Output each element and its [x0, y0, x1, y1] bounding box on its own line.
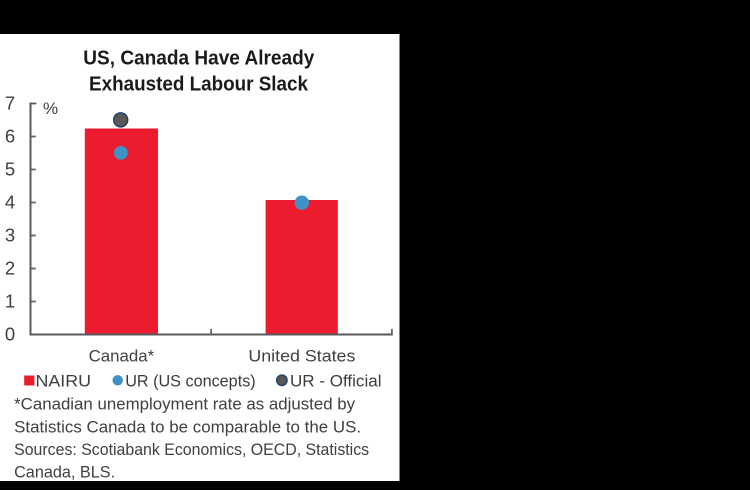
svg-text:UR (US concepts): UR (US concepts) [125, 371, 256, 390]
svg-text:Canada*: Canada* [89, 347, 155, 366]
svg-text:Exhausted Labour Slack: Exhausted Labour Slack [89, 74, 309, 96]
svg-text:US, Canada Have Already: US, Canada Have Already [83, 47, 315, 69]
svg-text:2: 2 [5, 258, 15, 279]
svg-text:4: 4 [5, 192, 15, 213]
svg-text:Statistics Canada to be compar: Statistics Canada to be comparable to th… [14, 418, 361, 437]
svg-text:NAIRU: NAIRU [36, 371, 92, 390]
svg-text:5: 5 [5, 159, 15, 180]
svg-text:Sources: Scotiabank Economics,: Sources: Scotiabank Economics, OECD, Sta… [14, 440, 369, 459]
svg-text:UR - Official: UR - Official [290, 371, 382, 390]
svg-text:6: 6 [5, 126, 15, 147]
svg-text:United States: United States [248, 347, 355, 366]
svg-text:0: 0 [5, 324, 15, 345]
svg-text:1: 1 [5, 291, 15, 312]
svg-text:7: 7 [5, 93, 15, 114]
svg-text:%: % [43, 99, 58, 118]
svg-text:*Canadian unemployment rate as: *Canadian unemployment rate as adjusted … [14, 395, 355, 414]
svg-text:3: 3 [5, 225, 15, 246]
svg-text:Canada, BLS.: Canada, BLS. [14, 463, 115, 482]
